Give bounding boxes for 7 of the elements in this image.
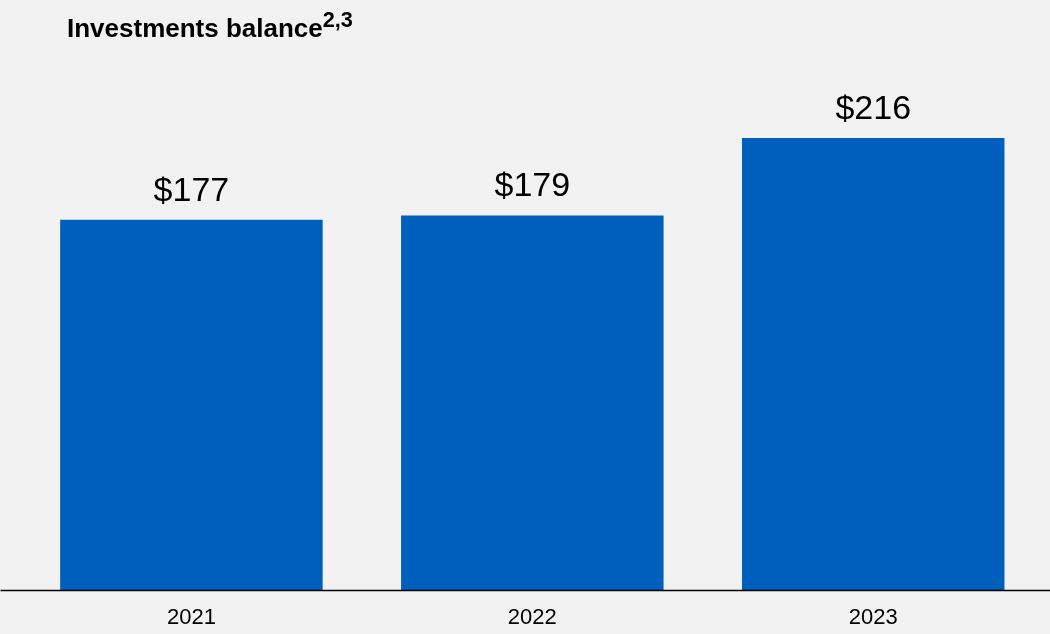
data-label: $179	[494, 165, 571, 204]
x-tick-label: 2022	[507, 603, 557, 629]
chart-title: Investments balance$^{2,3}$	[66, 6, 353, 45]
data-label: $177	[153, 169, 230, 208]
x-tick-label: 2023	[848, 603, 898, 629]
data-label: $216	[835, 87, 912, 126]
x-tick-label: 2021	[166, 603, 216, 629]
